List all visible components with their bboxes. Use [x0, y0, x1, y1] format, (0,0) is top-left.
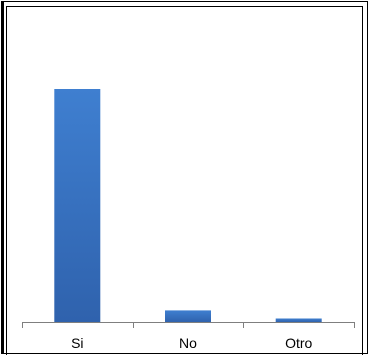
bar-si [54, 89, 101, 322]
x-tick-label: Otro [285, 335, 312, 351]
inner-border [6, 6, 363, 355]
x-axis [22, 322, 355, 328]
bar-otro [275, 318, 322, 322]
x-tick-labels: Si No Otro [71, 335, 312, 351]
left-border-accent [1, 1, 4, 354]
bars-group [54, 89, 322, 323]
x-tick-label: Si [71, 335, 83, 351]
bar-no [165, 310, 211, 323]
x-tick-label: No [179, 335, 197, 351]
